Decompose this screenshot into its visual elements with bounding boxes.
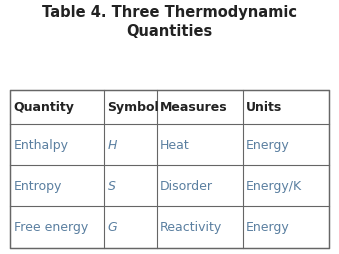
Text: G: G (107, 220, 117, 233)
Text: Energy: Energy (246, 138, 290, 151)
Text: Free energy: Free energy (14, 220, 88, 233)
Text: Table 4. Three Thermodynamic
Quantities: Table 4. Three Thermodynamic Quantities (42, 5, 297, 39)
Text: Entropy: Entropy (14, 179, 62, 192)
Text: Units: Units (246, 101, 282, 114)
Text: H: H (107, 138, 117, 151)
Text: S: S (107, 179, 116, 192)
Text: Energy: Energy (246, 220, 290, 233)
Text: Measures: Measures (160, 101, 228, 114)
Text: Energy/K: Energy/K (246, 179, 302, 192)
Text: Reactivity: Reactivity (160, 220, 222, 233)
Text: Disorder: Disorder (160, 179, 213, 192)
Text: Symbol: Symbol (107, 101, 159, 114)
Text: Enthalpy: Enthalpy (14, 138, 68, 151)
Text: Heat: Heat (160, 138, 190, 151)
Text: Quantity: Quantity (14, 101, 75, 114)
